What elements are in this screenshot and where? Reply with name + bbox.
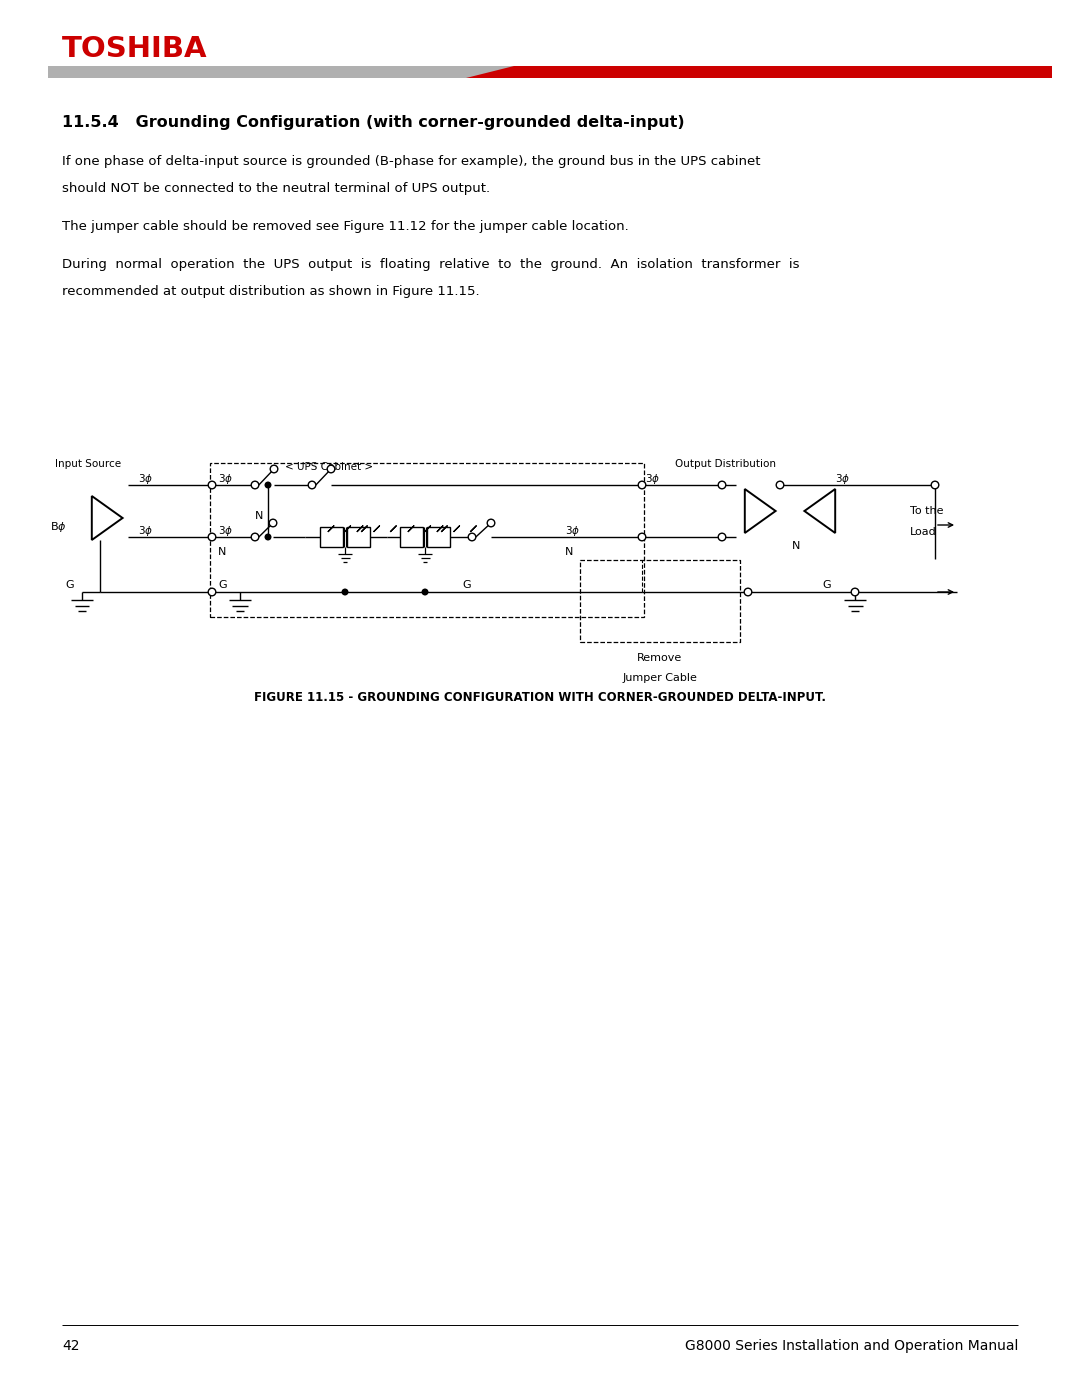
Bar	[210, 462, 644, 617]
Circle shape	[851, 588, 859, 595]
Text: should NOT be connected to the neutral terminal of UPS output.: should NOT be connected to the neutral t…	[62, 182, 490, 196]
Text: 3$\phi$: 3$\phi$	[218, 524, 233, 538]
Text: G: G	[822, 580, 831, 590]
Text: 3$\phi$: 3$\phi$	[138, 472, 153, 486]
Text: N: N	[255, 511, 264, 521]
Circle shape	[208, 481, 216, 489]
Text: G: G	[65, 580, 73, 590]
Text: G8000 Series Installation and Operation Manual: G8000 Series Installation and Operation …	[685, 1338, 1018, 1354]
Polygon shape	[48, 66, 518, 78]
Text: recommended at output distribution as shown in Figure 11.15.: recommended at output distribution as sh…	[62, 285, 480, 298]
Circle shape	[208, 588, 216, 595]
Circle shape	[308, 481, 315, 489]
Circle shape	[744, 588, 752, 595]
Text: TOSHIBA: TOSHIBA	[62, 35, 207, 63]
Text: FIGURE 11.15 - GROUNDING CONFIGURATION WITH CORNER-GROUNDED DELTA-INPUT.: FIGURE 11.15 - GROUNDING CONFIGURATION W…	[254, 690, 826, 704]
Circle shape	[421, 588, 429, 595]
Text: 3$\phi$: 3$\phi$	[645, 472, 660, 486]
Text: < UPS Cabinet >: < UPS Cabinet >	[285, 462, 373, 472]
Text: N: N	[218, 548, 227, 557]
Text: Remove: Remove	[637, 652, 683, 664]
Circle shape	[252, 534, 259, 541]
Text: To the: To the	[910, 506, 944, 515]
Text: 42: 42	[62, 1338, 80, 1354]
Text: If one phase of delta-input source is grounded (B-phase for example), the ground: If one phase of delta-input source is gr…	[62, 155, 760, 168]
Circle shape	[269, 520, 276, 527]
Circle shape	[208, 534, 216, 541]
Bar	[320, 527, 343, 548]
Circle shape	[469, 534, 476, 541]
Circle shape	[638, 481, 646, 489]
Text: Output Distribution: Output Distribution	[675, 460, 777, 469]
Text: 11.5.4   Grounding Configuration (with corner-grounded delta-input): 11.5.4 Grounding Configuration (with cor…	[62, 115, 685, 130]
Text: N: N	[565, 548, 573, 557]
Text: 3$\phi$: 3$\phi$	[138, 524, 153, 538]
Circle shape	[718, 534, 726, 541]
Circle shape	[777, 481, 784, 489]
Bar	[580, 560, 740, 643]
Circle shape	[270, 465, 278, 472]
Circle shape	[341, 588, 349, 595]
Text: 3$\phi$: 3$\phi$	[835, 472, 850, 486]
Circle shape	[265, 482, 271, 489]
Polygon shape	[465, 66, 1052, 78]
Bar	[400, 527, 423, 548]
Text: G: G	[462, 580, 471, 590]
Text: 3$\phi$: 3$\phi$	[218, 472, 233, 486]
Bar	[427, 527, 450, 548]
Text: The jumper cable should be removed see Figure 11.12 for the jumper cable locatio: The jumper cable should be removed see F…	[62, 219, 629, 233]
Circle shape	[931, 481, 939, 489]
Circle shape	[718, 481, 726, 489]
Circle shape	[487, 520, 495, 527]
Circle shape	[638, 534, 646, 541]
Text: G: G	[218, 580, 227, 590]
Text: B$\phi$: B$\phi$	[50, 520, 67, 534]
Text: 3$\phi$: 3$\phi$	[565, 524, 580, 538]
Text: Jumper Cable: Jumper Cable	[622, 673, 698, 683]
Text: N: N	[792, 541, 800, 550]
Circle shape	[327, 465, 335, 472]
Text: Load: Load	[910, 527, 936, 536]
Text: Input Source: Input Source	[55, 460, 121, 469]
Circle shape	[265, 534, 271, 541]
Circle shape	[252, 481, 259, 489]
Text: During  normal  operation  the  UPS  output  is  floating  relative  to  the  gr: During normal operation the UPS output i…	[62, 258, 799, 271]
Bar	[347, 527, 370, 548]
